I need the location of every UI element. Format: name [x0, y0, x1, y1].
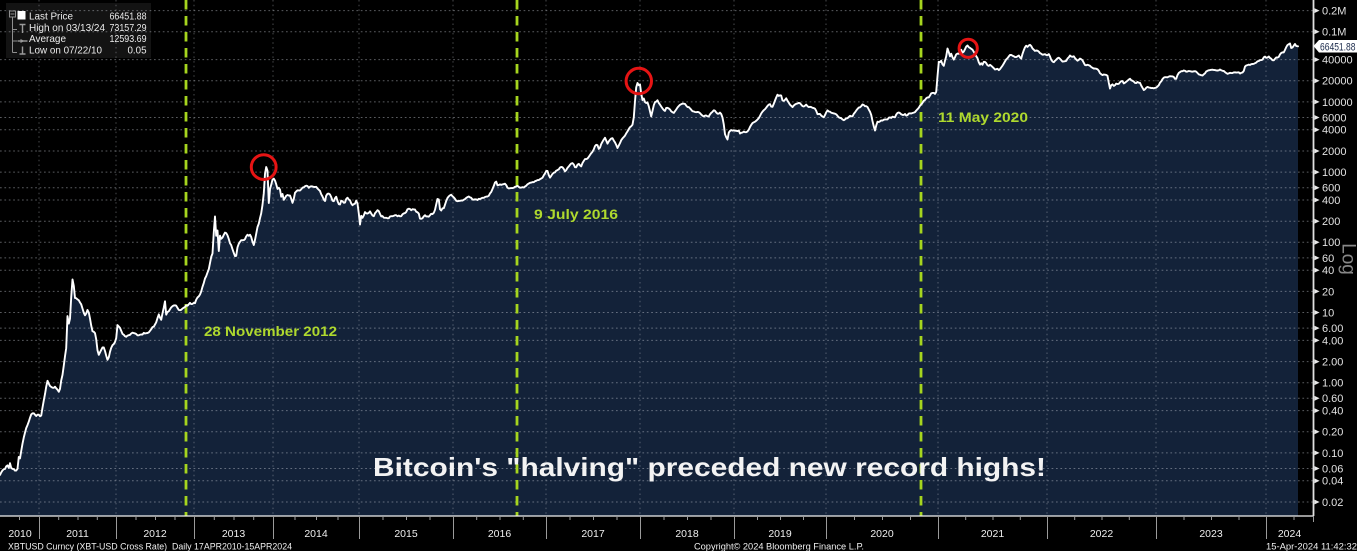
- svg-text:Copyright© 2024 Bloomberg Fina: Copyright© 2024 Bloomberg Finance L.P.: [694, 542, 864, 551]
- svg-text:2000: 2000: [1322, 146, 1346, 158]
- svg-text:0.10: 0.10: [1322, 448, 1343, 460]
- svg-text:2017: 2017: [581, 528, 605, 540]
- svg-text:2015: 2015: [394, 528, 418, 540]
- svg-text:0.06: 0.06: [1322, 463, 1343, 475]
- svg-text:60: 60: [1322, 253, 1334, 265]
- svg-text:2010: 2010: [8, 528, 32, 540]
- svg-text:20000: 20000: [1322, 76, 1353, 88]
- svg-text:1.00: 1.00: [1322, 378, 1343, 390]
- svg-text:2.00: 2.00: [1322, 357, 1343, 369]
- svg-text:2012: 2012: [143, 528, 167, 540]
- svg-text:2021: 2021: [981, 528, 1005, 540]
- svg-text:6.00: 6.00: [1322, 323, 1343, 335]
- svg-text:40000: 40000: [1322, 55, 1353, 67]
- svg-text:2020: 2020: [870, 528, 894, 540]
- svg-text:0.40: 0.40: [1322, 406, 1343, 418]
- svg-text:0.02: 0.02: [1322, 497, 1343, 509]
- svg-text:0.20: 0.20: [1322, 427, 1343, 439]
- svg-text:Low on 07/22/10: Low on 07/22/10: [29, 44, 102, 56]
- svg-text:2013: 2013: [222, 528, 246, 540]
- svg-text:2011: 2011: [66, 528, 89, 540]
- svg-text:2016: 2016: [488, 528, 512, 540]
- svg-text:XBTUSD Curncy (XBT-USD Cross R: XBTUSD Curncy (XBT-USD Cross Rate) Daily…: [8, 542, 292, 551]
- svg-text:Log: Log: [1337, 243, 1357, 275]
- svg-text:66451.88: 66451.88: [110, 11, 147, 23]
- svg-text:Average: Average: [29, 33, 66, 45]
- svg-text:0.1M: 0.1M: [1322, 27, 1346, 39]
- svg-text:0.05: 0.05: [128, 44, 147, 56]
- svg-text:2022: 2022: [1090, 528, 1114, 540]
- svg-text:28 November 2012: 28 November 2012: [204, 323, 337, 339]
- svg-text:2014: 2014: [304, 528, 328, 540]
- svg-text:12593.69: 12593.69: [110, 33, 147, 45]
- svg-text:0.60: 0.60: [1322, 393, 1343, 405]
- svg-text:73157.29: 73157.29: [110, 22, 147, 34]
- svg-text:0.2M: 0.2M: [1322, 6, 1346, 18]
- svg-text:1000: 1000: [1322, 167, 1346, 179]
- svg-text:2024: 2024: [1278, 528, 1302, 540]
- svg-text:6000: 6000: [1322, 112, 1346, 124]
- svg-text:600: 600: [1322, 183, 1340, 195]
- svg-text:0.04: 0.04: [1322, 476, 1343, 488]
- svg-text:200: 200: [1322, 216, 1340, 228]
- svg-text:15-Apr-2024 11:42:32: 15-Apr-2024 11:42:32: [1266, 542, 1357, 551]
- svg-text:66451.88: 66451.88: [1320, 41, 1356, 53]
- svg-text:10000: 10000: [1322, 97, 1353, 109]
- svg-text:2019: 2019: [768, 528, 792, 540]
- svg-text:40: 40: [1322, 265, 1334, 277]
- svg-text:10: 10: [1322, 307, 1334, 319]
- svg-text:20: 20: [1322, 286, 1334, 298]
- svg-text:4.00: 4.00: [1322, 335, 1343, 347]
- svg-text:Last Price: Last Price: [29, 11, 73, 23]
- svg-text:11 May 2020: 11 May 2020: [938, 109, 1028, 125]
- svg-text:2018: 2018: [675, 528, 699, 540]
- svg-text:Bitcoin's "halving" preceded n: Bitcoin's "halving" preceded new record …: [373, 452, 1046, 482]
- svg-text:100: 100: [1322, 237, 1340, 249]
- svg-text:High on 03/13/24: High on 03/13/24: [29, 22, 105, 34]
- svg-text:4000: 4000: [1322, 125, 1346, 137]
- svg-text:9 July 2016: 9 July 2016: [534, 206, 618, 222]
- svg-text:2023: 2023: [1199, 528, 1223, 540]
- svg-text:400: 400: [1322, 195, 1340, 207]
